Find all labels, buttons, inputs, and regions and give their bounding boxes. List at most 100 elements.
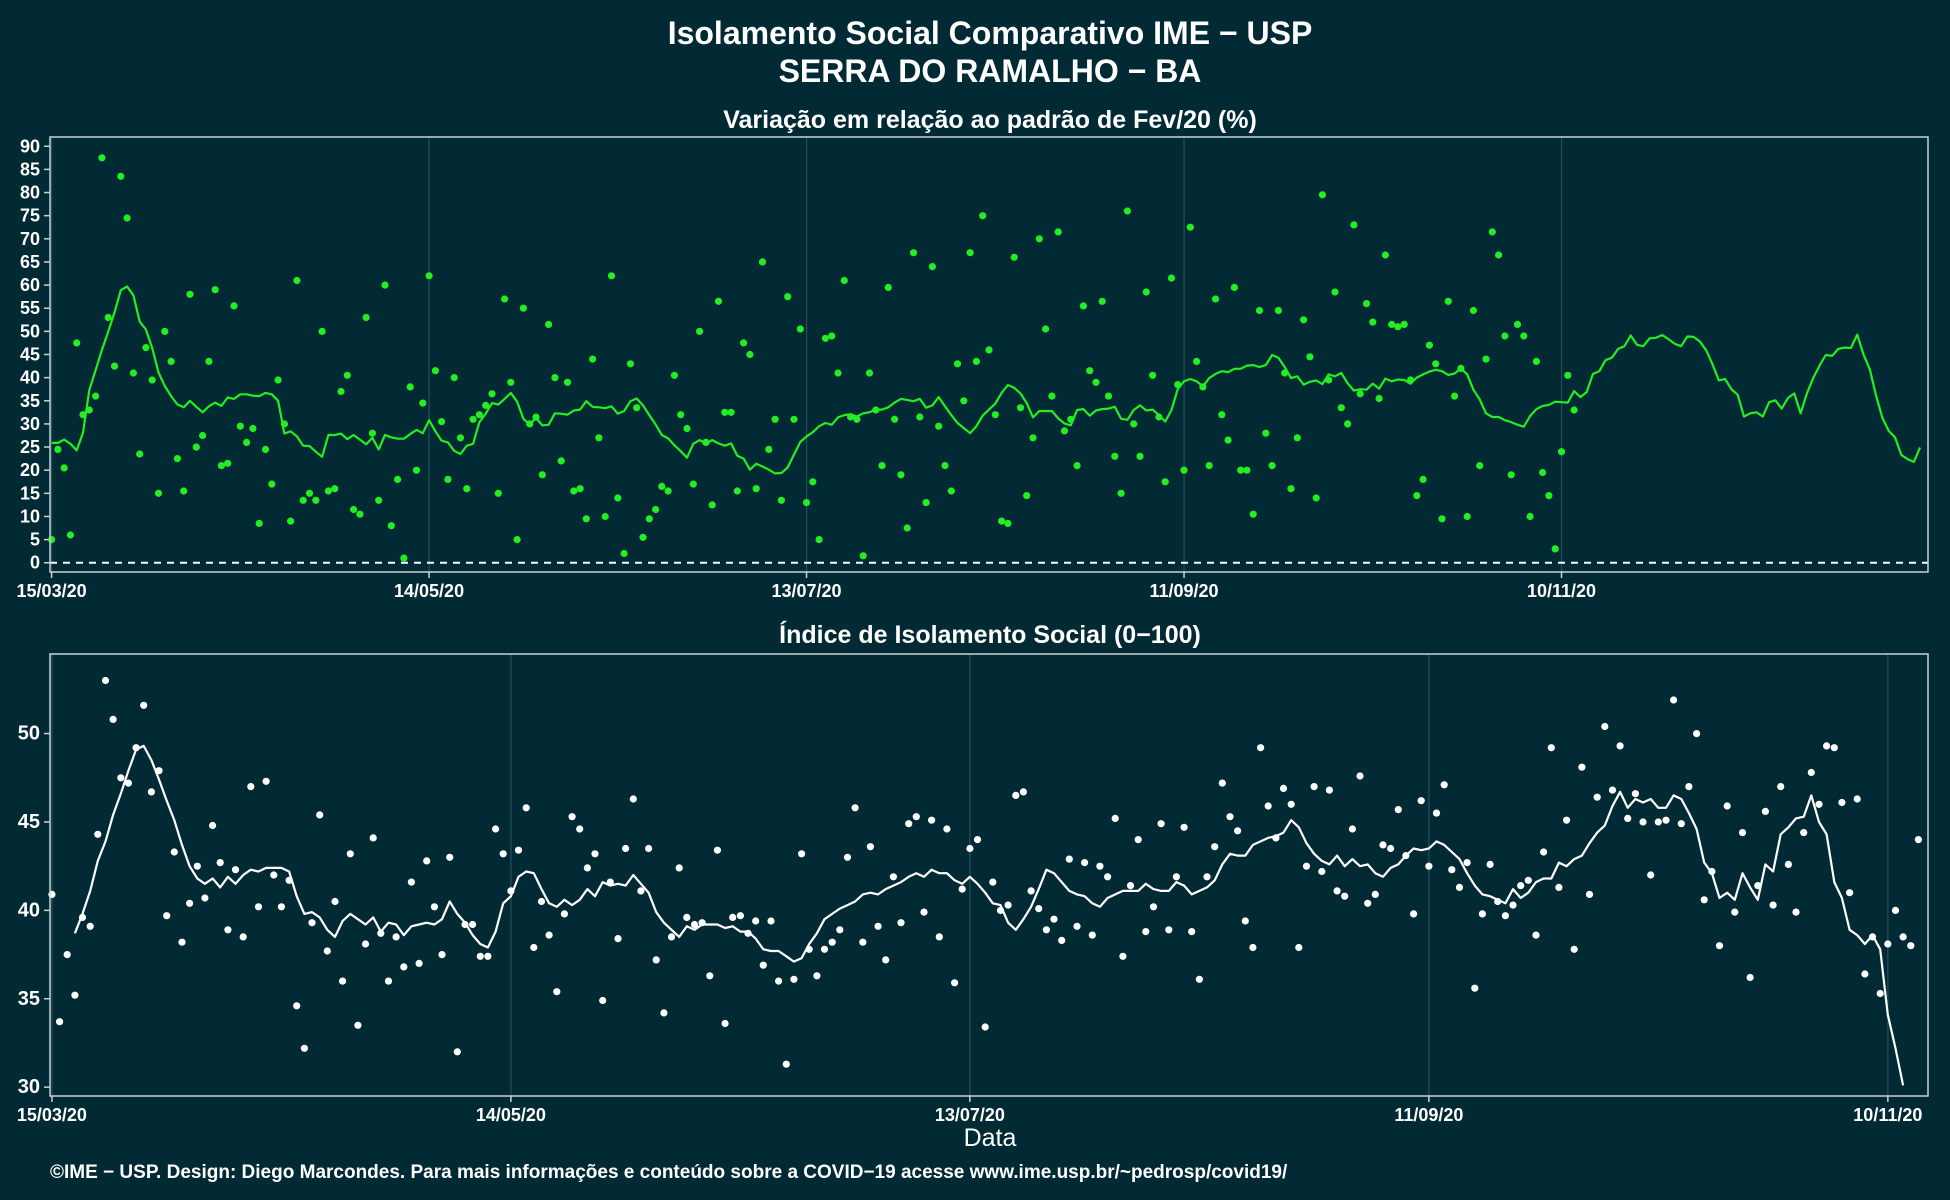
data-point [563,378,572,386]
data-point [784,293,792,301]
data-point [677,411,685,419]
data-point [1111,814,1119,823]
data-point [394,475,402,483]
data-point [1677,820,1685,828]
data-point [675,864,683,872]
data-point [1662,816,1670,824]
data-point [1356,390,1364,398]
data-point [287,517,295,525]
data-point [595,434,603,442]
data-point [557,457,565,465]
x-tick-label: 13/07/20 [772,581,842,601]
data-point [996,906,1005,915]
data-point [836,926,844,934]
x-tick-label: 14/05/20 [394,581,464,601]
data-point [461,920,469,929]
data-point [142,344,150,352]
data-point [840,276,848,285]
y-tick-label: 45 [20,345,40,365]
data-point [821,334,830,342]
data-point [1249,943,1257,952]
data-point [1570,945,1578,953]
data-point [1058,936,1066,945]
data-point [73,339,81,347]
data-point [337,387,345,396]
data-point [1846,889,1854,897]
data-point [1344,420,1352,428]
data-point [412,466,421,474]
data-point [820,945,829,953]
data-point [155,767,163,775]
data-point [1406,376,1415,384]
data-point [1098,297,1106,305]
data-point [117,172,125,180]
data-point [475,411,483,419]
x-tick-label: 11/09/20 [1149,581,1218,601]
x-tick-label: 10/11/20 [1853,1105,1922,1125]
bottom-y-axis: 30 35 40 45 50 [18,723,50,1098]
data-point [323,947,331,955]
data-point [1457,364,1465,372]
y-tick-label: 50 [18,723,40,745]
bottom-trend-line [73,744,1905,1086]
data-point [1876,989,1884,998]
data-point [777,496,786,504]
data-point [71,991,79,999]
data-point [180,487,188,495]
data-point [407,878,415,886]
data-point [1341,892,1349,900]
data-point [154,489,163,497]
data-point [1092,378,1100,386]
data-point [277,903,285,911]
data-point [1195,975,1203,983]
top-trend-line [51,285,1922,475]
data-point [1731,908,1739,916]
data-point [1155,413,1163,421]
data-point [1891,906,1900,915]
data-point [639,533,647,541]
bottom-x-axis: 15/03/20 14/05/20 13/07/20 11/09/20 10/11/20 [17,1096,1922,1125]
data-point [1230,283,1238,291]
y-tick-label: 45 [18,811,40,833]
data-point [513,536,521,544]
data-point [514,846,523,854]
data-point [689,480,697,488]
data-point [809,478,817,486]
y-tick-label: 30 [18,1076,40,1098]
data-point [1807,768,1815,777]
data-point [916,413,924,421]
data-point [706,972,714,980]
data-point [1513,320,1522,328]
data-point [1035,235,1043,243]
data-point [1136,452,1144,460]
data-point [771,415,779,423]
data-point [343,371,351,379]
data-point [551,374,559,382]
data-point [1564,371,1572,379]
data-point [1117,489,1125,497]
data-point [696,327,704,335]
data-point [438,418,446,426]
data-point [1495,251,1503,259]
data-point [463,485,471,493]
x-tick-label: 14/05/20 [476,1105,546,1125]
data-point [1079,302,1087,310]
data-point [729,913,737,922]
data-point [843,853,852,861]
data-point [941,462,949,470]
data-point [752,485,760,493]
y-tick-label: 15 [20,483,40,503]
data-point [361,940,370,948]
data-point [167,357,175,365]
data-point [727,408,735,416]
data-point [356,510,364,518]
data-point [775,977,783,985]
data-point [1211,295,1220,303]
data-point [633,404,641,412]
data-point [1616,742,1624,750]
data-point [1761,807,1769,816]
data-point [1279,784,1288,793]
data-point [629,795,637,803]
data-point [280,420,288,428]
